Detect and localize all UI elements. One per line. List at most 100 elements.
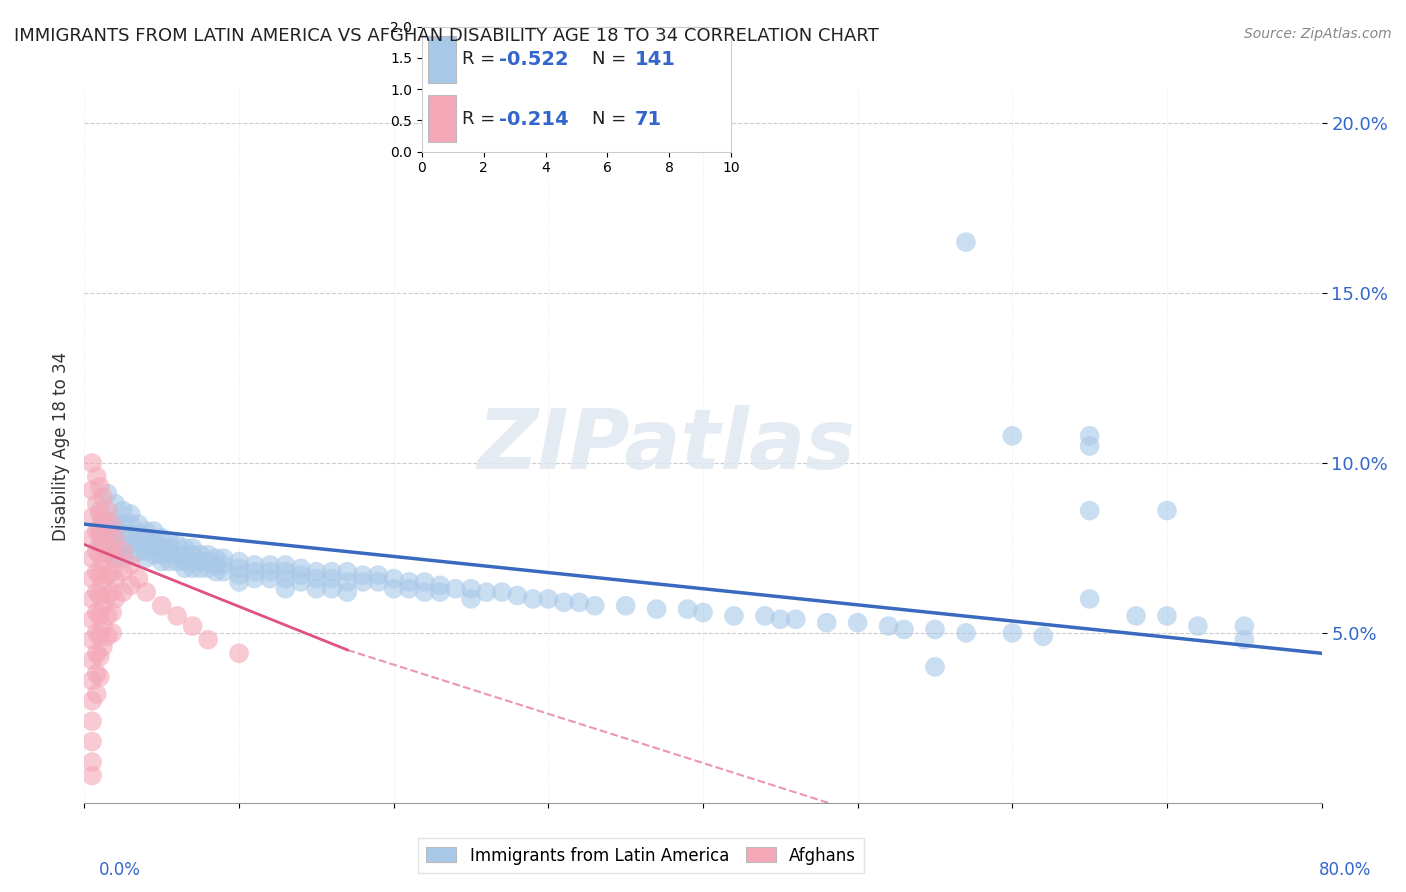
Point xyxy=(91,514,114,528)
Point xyxy=(91,599,114,613)
Text: IMMIGRANTS FROM LATIN AMERICA VS AFGHAN DISABILITY AGE 18 TO 34 CORRELATION CHAR: IMMIGRANTS FROM LATIN AMERICA VS AFGHAN … xyxy=(14,27,879,45)
Point xyxy=(159,534,180,549)
Point xyxy=(143,548,166,562)
Point xyxy=(212,551,235,566)
Point xyxy=(1032,629,1054,643)
Point xyxy=(101,565,124,579)
Point xyxy=(101,541,124,555)
Point xyxy=(645,602,668,616)
Point xyxy=(127,534,149,549)
Point xyxy=(112,565,135,579)
Point xyxy=(429,585,451,599)
Point xyxy=(1125,608,1147,623)
Point xyxy=(112,537,135,551)
Point xyxy=(181,619,204,633)
Point xyxy=(86,565,108,579)
Point xyxy=(120,548,142,562)
Point xyxy=(893,623,915,637)
Point xyxy=(166,555,188,569)
Point xyxy=(89,503,111,517)
Point xyxy=(305,572,328,586)
Point xyxy=(82,714,104,729)
Point xyxy=(274,558,297,572)
Point xyxy=(336,574,359,589)
Point xyxy=(96,568,118,582)
Text: 0.0%: 0.0% xyxy=(98,861,141,879)
Point xyxy=(321,565,343,579)
Point xyxy=(89,649,111,664)
Point xyxy=(82,591,104,606)
Point xyxy=(259,572,281,586)
Point xyxy=(159,541,180,555)
Point xyxy=(135,544,157,558)
Point xyxy=(82,572,104,586)
Point xyxy=(413,574,436,589)
Point xyxy=(91,537,114,551)
Point xyxy=(96,486,118,500)
Point xyxy=(197,555,219,569)
Text: 80.0%: 80.0% xyxy=(1319,861,1371,879)
FancyBboxPatch shape xyxy=(427,95,456,142)
Point xyxy=(1078,429,1101,443)
Point xyxy=(104,537,127,551)
Point xyxy=(101,585,124,599)
Point xyxy=(104,572,127,586)
Point xyxy=(367,574,389,589)
Text: N =: N = xyxy=(592,111,631,128)
Point xyxy=(120,558,142,572)
Point xyxy=(89,629,111,643)
Point xyxy=(143,541,166,555)
Point xyxy=(82,673,104,688)
Point xyxy=(1078,439,1101,453)
Point xyxy=(1001,429,1024,443)
Point xyxy=(112,527,135,541)
Point xyxy=(150,548,173,562)
Point xyxy=(205,558,228,572)
Point xyxy=(82,531,104,545)
Point xyxy=(104,497,127,511)
Point xyxy=(86,666,108,681)
Point xyxy=(82,612,104,626)
Point xyxy=(877,619,900,633)
Point xyxy=(924,660,946,674)
Point xyxy=(197,548,219,562)
Point xyxy=(91,558,114,572)
Point xyxy=(259,558,281,572)
Point xyxy=(181,548,204,562)
Point xyxy=(96,544,118,558)
Point xyxy=(120,507,142,521)
Point xyxy=(305,565,328,579)
Point xyxy=(228,561,250,575)
Point xyxy=(228,555,250,569)
Point xyxy=(181,541,204,555)
Point xyxy=(127,517,149,532)
Point xyxy=(89,537,111,551)
Point xyxy=(120,537,142,551)
Point xyxy=(82,755,104,769)
Y-axis label: Disability Age 18 to 34: Disability Age 18 to 34 xyxy=(52,351,70,541)
Point xyxy=(188,561,211,575)
Point xyxy=(127,544,149,558)
Point xyxy=(104,531,127,545)
Point xyxy=(174,555,197,569)
Point xyxy=(96,503,118,517)
Point xyxy=(104,514,127,528)
Point xyxy=(228,568,250,582)
Point xyxy=(89,527,111,541)
Point xyxy=(352,574,374,589)
Point xyxy=(290,574,312,589)
Point xyxy=(86,524,108,538)
Point xyxy=(197,561,219,575)
Point xyxy=(127,527,149,541)
Point xyxy=(475,585,498,599)
Point xyxy=(553,595,575,609)
Point xyxy=(112,551,135,566)
Legend: Immigrants from Latin America, Afghans: Immigrants from Latin America, Afghans xyxy=(418,838,865,873)
FancyBboxPatch shape xyxy=(427,36,456,83)
Text: R =: R = xyxy=(463,111,501,128)
Point xyxy=(243,565,266,579)
Point xyxy=(91,619,114,633)
Point xyxy=(86,687,108,701)
Point xyxy=(815,615,838,630)
Point xyxy=(91,640,114,654)
